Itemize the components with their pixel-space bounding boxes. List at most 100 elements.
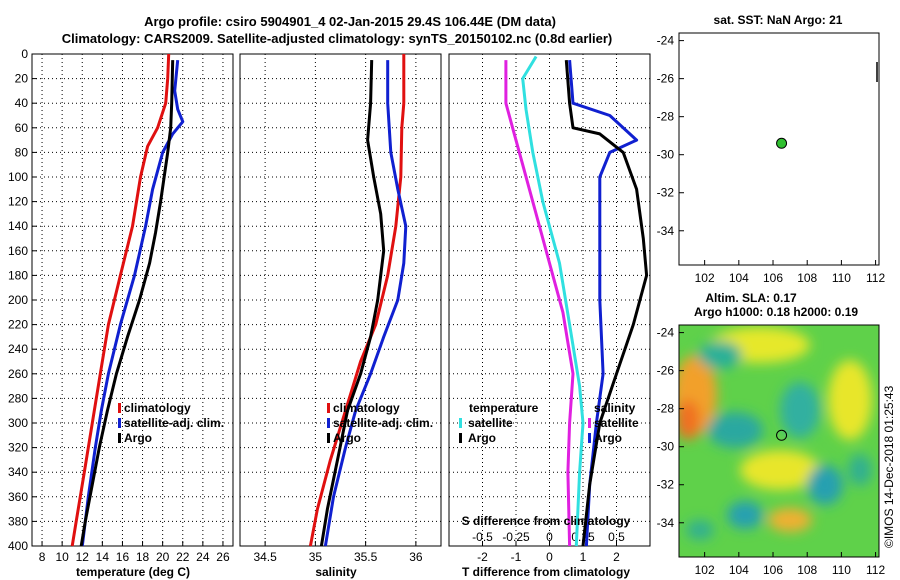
argo-location-marker (776, 137, 788, 149)
legend-salinity-title: salinity (594, 401, 636, 415)
x-tick-label: 2 (613, 550, 620, 564)
series-line-argo (79, 60, 175, 547)
sla-heatmap (679, 325, 879, 557)
legend-satellite-label: satellite-adj. clim. (333, 416, 433, 430)
salinity-legend: climatology satellite-adj. clim. Argo (327, 401, 433, 445)
legend-satellite-swatch (327, 418, 330, 428)
x-tick-label: 35 (309, 550, 323, 564)
series-line-climatology (308, 54, 406, 547)
y-tick-label: 140 (8, 219, 28, 233)
y-tick-label: -24 (657, 34, 675, 48)
y-tick-label: -34 (657, 516, 675, 530)
y-tick-label: 80 (15, 145, 29, 159)
x-tick-label: 14 (96, 550, 110, 564)
y-tick-label: 0 (21, 47, 28, 61)
sla-blob (780, 382, 820, 438)
y-tick-label: 240 (8, 342, 28, 356)
difference-panel: -2 -1 0 1 2-0.5 -0.25 0 0.25 0.5 T difference fr… (448, 53, 651, 579)
series-line-satellite-adj-clim- (80, 59, 185, 547)
series-line-satellite-adj-clim- (323, 60, 408, 547)
y-tick-label: 100 (8, 170, 28, 184)
s-tick-label: -0.25 (502, 530, 530, 544)
legend-climatology-label: climatology (124, 401, 191, 415)
sla-anomaly-field (679, 327, 872, 540)
y-tick-label: 160 (8, 244, 28, 258)
temperature-xlabel: temperature (deg C) (76, 565, 190, 579)
y-tick-label: -30 (657, 440, 675, 454)
sst-map-axes (678, 32, 880, 266)
x-tick-label: 106 (763, 271, 783, 285)
series-line-t-satellite (521, 55, 585, 547)
sst-map-panel: sat. SST: NaN Argo: 21 102 104 106 108 110 11… (657, 13, 886, 285)
x-tick-label: 1 (580, 550, 587, 564)
sla-blob (686, 520, 714, 540)
x-tick-label: 24 (196, 550, 210, 564)
sla-blob (707, 412, 763, 448)
y-tick-label: 40 (15, 96, 29, 110)
difference-xlabel: T difference from climatology (462, 565, 630, 579)
y-tick-label: -32 (657, 186, 675, 200)
series-line-s-satellite (504, 60, 575, 547)
series-line-t-argo (564, 59, 649, 547)
x-tick-label: 102 (695, 271, 715, 285)
y-tick-label: -26 (657, 364, 675, 378)
salinity-axes (239, 53, 442, 547)
sla-blob (807, 465, 843, 505)
legend-argo-swatch (459, 433, 462, 443)
y-tick-label: 320 (8, 441, 28, 455)
x-tick-label: -2 (477, 550, 488, 564)
s-tick-label: 0 (546, 530, 553, 544)
x-tick-label: 104 (729, 271, 749, 285)
series-line-s-argo (568, 59, 639, 547)
x-tick-label: 26 (216, 550, 230, 564)
x-tick-label: 8 (39, 550, 46, 564)
sla-map-title-1: Altim. SLA: 0.17 (705, 291, 797, 305)
x-tick-label: 18 (136, 550, 150, 564)
sla-blob (727, 501, 763, 529)
temperature-legend: climatology satellite-adj. clim. Argo (118, 401, 224, 445)
y-tick-label: 340 (8, 465, 28, 479)
salinity-xlabel: salinity (315, 565, 357, 579)
legend-argo-swatch (588, 433, 591, 443)
x-tick-label: 102 (695, 563, 715, 577)
sla-blob (679, 400, 700, 440)
x-tick-label: 112 (866, 563, 885, 577)
x-tick-label: 108 (797, 563, 817, 577)
x-tick-label: 0 (546, 550, 553, 564)
y-tick-label: 60 (15, 121, 29, 135)
y-tick-label: -30 (657, 148, 675, 162)
sla-blob (698, 341, 742, 369)
legend-satellite-swatch (118, 418, 121, 428)
legend-temperature-title: temperature (469, 401, 539, 415)
x-tick-label: 110 (832, 271, 851, 285)
series-line-argo (319, 60, 386, 547)
legend-satellite-label: satellite (594, 416, 639, 430)
legend-climatology-label: climatology (333, 401, 400, 415)
difference-legend-right: salinity satellite Argo (588, 401, 639, 445)
x-tick-label: 112 (866, 271, 885, 285)
y-tick-label: -32 (657, 478, 675, 492)
y-tick-label: -34 (657, 224, 675, 238)
y-tick-label: -26 (657, 72, 675, 86)
title-line-1: Argo profile: csiro 5904901_4 02-Jan-201… (144, 14, 556, 29)
legend-argo-label: Argo (333, 431, 361, 445)
x-tick-label: 12 (76, 550, 90, 564)
footer-credit: ©IMOS 14-Dec-2018 01:25:43 (882, 385, 896, 548)
legend-satellite-label: satellite (468, 416, 513, 430)
y-tick-label: 20 (15, 72, 29, 86)
x-tick-label: 106 (763, 563, 783, 577)
legend-argo-swatch (327, 433, 330, 443)
sla-map-title-2: Argo h1000: 0.18 h2000: 0.19 (694, 305, 858, 319)
legend-argo-label: Argo (124, 431, 152, 445)
legend-argo-swatch (118, 433, 121, 443)
x-tick-label: 35.5 (354, 550, 378, 564)
y-tick-label: -28 (657, 110, 675, 124)
y-tick-label: 200 (8, 293, 28, 307)
y-tick-label: 180 (8, 268, 28, 282)
sla-blob (848, 454, 872, 486)
y-tick-label: 380 (8, 514, 28, 528)
y-tick-label: 120 (8, 195, 28, 209)
legend-satellite-label: satellite-adj. clim. (124, 416, 224, 430)
sst-map-title: sat. SST: NaN Argo: 21 (714, 13, 843, 27)
sla-blob (768, 508, 812, 532)
